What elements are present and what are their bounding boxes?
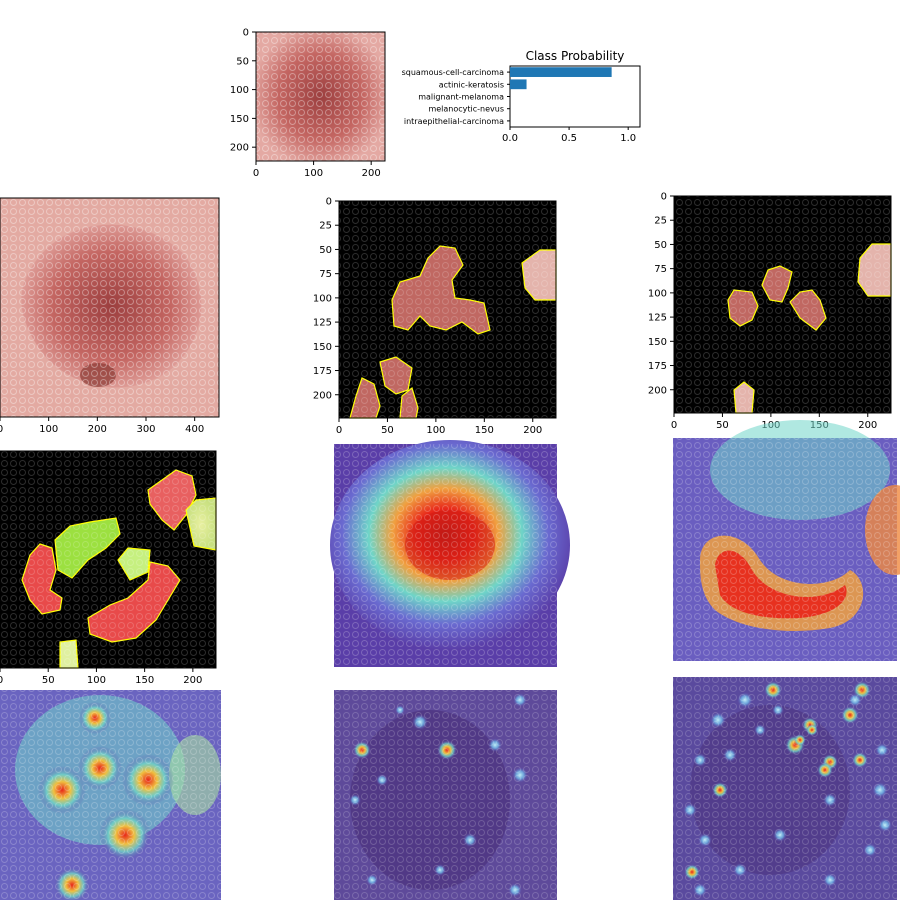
mask1-ytick-label: 25	[319, 221, 332, 232]
mask3-xtick-label: 200	[183, 675, 202, 686]
panel-lime-mask-1: 0 50 100 150 200 0 25 50 75 100 125 150 175 200	[313, 197, 557, 437]
mask2-ytick-label: 175	[648, 361, 667, 372]
fullres-xtick-label: 300	[136, 424, 155, 435]
bar-label-squamous-cell-carcinoma: squamous-cell-carcinoma	[402, 68, 504, 77]
thumbnail-ytick-label: 0	[243, 28, 249, 39]
mask1-ytick-label: 150	[313, 342, 332, 353]
gradcam2-texture	[673, 438, 897, 661]
mask2-xtick-label: 0	[671, 420, 677, 431]
mask2-ytick-label: 150	[648, 337, 667, 348]
saliency1-texture	[0, 690, 221, 900]
bar-xtick-label: 0.0	[502, 133, 518, 144]
mask2-texture	[674, 196, 891, 413]
bar-xtick-label: 1.0	[620, 133, 636, 144]
mask3-xtick-label: 50	[42, 675, 55, 686]
thumbnail-xtick-label: 200	[362, 168, 381, 179]
thumbnail-ytick-label: 50	[236, 56, 249, 67]
panel-gradcam-1	[330, 440, 570, 667]
saliency3-texture	[673, 677, 897, 900]
mask1-xtick-label: 100	[426, 425, 445, 436]
chart-bars	[510, 67, 612, 90]
mask1-xtick-label: 150	[475, 425, 494, 436]
mask1-ytick-label: 75	[319, 269, 332, 280]
thumbnail-texture	[256, 32, 385, 161]
thumbnail-xtick-label: 100	[304, 168, 323, 179]
thumbnail-ytick-label: 200	[230, 143, 249, 154]
mask3-axes: 0 50 100 150 200	[0, 668, 202, 686]
bar-squamous-cell-carcinoma	[510, 67, 612, 77]
panel-gradcam-2	[673, 420, 900, 661]
mask1-ytick-label: 200	[313, 390, 332, 401]
mask2-ytick-label: 200	[648, 385, 667, 396]
fullres-xtick-label: 400	[185, 424, 204, 435]
saliency2-texture	[334, 690, 557, 900]
mask2-ytick-label: 100	[648, 288, 667, 299]
mask1-axes: 0 50 100 150 200 0 25 50 75 100 125 150 175 200	[313, 197, 542, 437]
gradcam1-texture	[334, 444, 557, 667]
chart-axes: intraepithelial-carcinoma melanocytic-nev…	[402, 68, 637, 144]
chart-title: Class Probability	[526, 49, 625, 63]
bar-label-melanocytic-nevus: melanocytic-nevus	[428, 105, 504, 114]
panel-original-thumbnail: 0 100 200 0 50 100 150 200	[230, 28, 386, 180]
fullres-frame	[0, 197, 220, 418]
panel-lime-mask-colored: 0 50 100 150 200	[0, 450, 217, 686]
mask3-xtick-label: 100	[87, 675, 106, 686]
mask3-frame	[0, 450, 217, 669]
bar-label-actinic-keratosis: actinic-keratosis	[439, 80, 504, 89]
thumbnail-ytick-label: 150	[230, 114, 249, 125]
mask2-ytick-label: 125	[648, 313, 667, 324]
mask1-texture	[339, 201, 556, 418]
mask1-ytick-label: 175	[313, 366, 332, 377]
mask1-xtick-label: 200	[523, 425, 542, 436]
fullres-xtick-label: 100	[39, 424, 58, 435]
thumbnail-ytick-label: 100	[230, 85, 249, 96]
fullres-xtick-label: 0	[0, 424, 3, 435]
thumbnail-axes: 0 100 200 0 50 100 150 200	[230, 28, 381, 180]
panel-saliency-3	[673, 677, 897, 900]
mask1-xtick-label: 0	[336, 425, 342, 436]
mask1-ytick-label: 125	[313, 318, 332, 329]
fullres-texture	[0, 198, 219, 417]
panel-class-probability: Class Probability intraepithelial-carcin…	[402, 49, 641, 144]
fullres-axes: 0 100 200 300 400	[0, 417, 204, 435]
mask1-ytick-label: 0	[326, 197, 332, 208]
mask2-frame	[673, 195, 892, 414]
mask1-ytick-label: 50	[319, 245, 332, 256]
mask2-ytick-label: 50	[654, 240, 667, 251]
mask2-ytick-label: 75	[654, 264, 667, 275]
mask2-ytick-label: 25	[654, 216, 667, 227]
mask3-texture	[0, 451, 216, 668]
panel-original-fullres: 0 100 200 300 400	[0, 197, 220, 435]
mask1-ytick-label: 100	[313, 293, 332, 304]
bar-actinic-keratosis	[510, 79, 527, 90]
mask3-xtick-label: 0	[0, 675, 3, 686]
bar-xtick-label: 0.5	[561, 133, 577, 144]
bar-label-malignant-melanoma: malignant-melanoma	[418, 93, 504, 102]
thumbnail-xtick-label: 0	[253, 168, 259, 179]
mask1-xtick-label: 50	[381, 425, 394, 436]
mask2-xtick-label: 200	[858, 420, 877, 431]
panel-saliency-1	[0, 690, 221, 900]
fullres-xtick-label: 200	[88, 424, 107, 435]
panel-saliency-2	[334, 690, 557, 900]
mask2-xtick-label: 50	[716, 420, 729, 431]
mask3-xtick-label: 150	[135, 675, 154, 686]
mask1-frame	[338, 200, 557, 419]
thumbnail-frame	[255, 31, 386, 162]
mask2-ytick-label: 0	[661, 192, 667, 203]
bar-label-intraepithelial-carcinoma: intraepithelial-carcinoma	[404, 117, 504, 126]
